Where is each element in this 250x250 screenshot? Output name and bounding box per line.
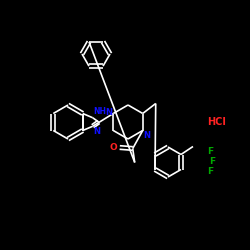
Text: NH: NH: [94, 107, 107, 116]
Text: F: F: [207, 168, 213, 176]
Text: F: F: [207, 148, 213, 156]
Text: N: N: [94, 127, 101, 136]
Text: F: F: [209, 158, 215, 166]
Text: HCl: HCl: [207, 117, 226, 127]
Text: N: N: [105, 108, 112, 117]
Text: N: N: [144, 132, 151, 140]
Text: O: O: [110, 143, 118, 152]
